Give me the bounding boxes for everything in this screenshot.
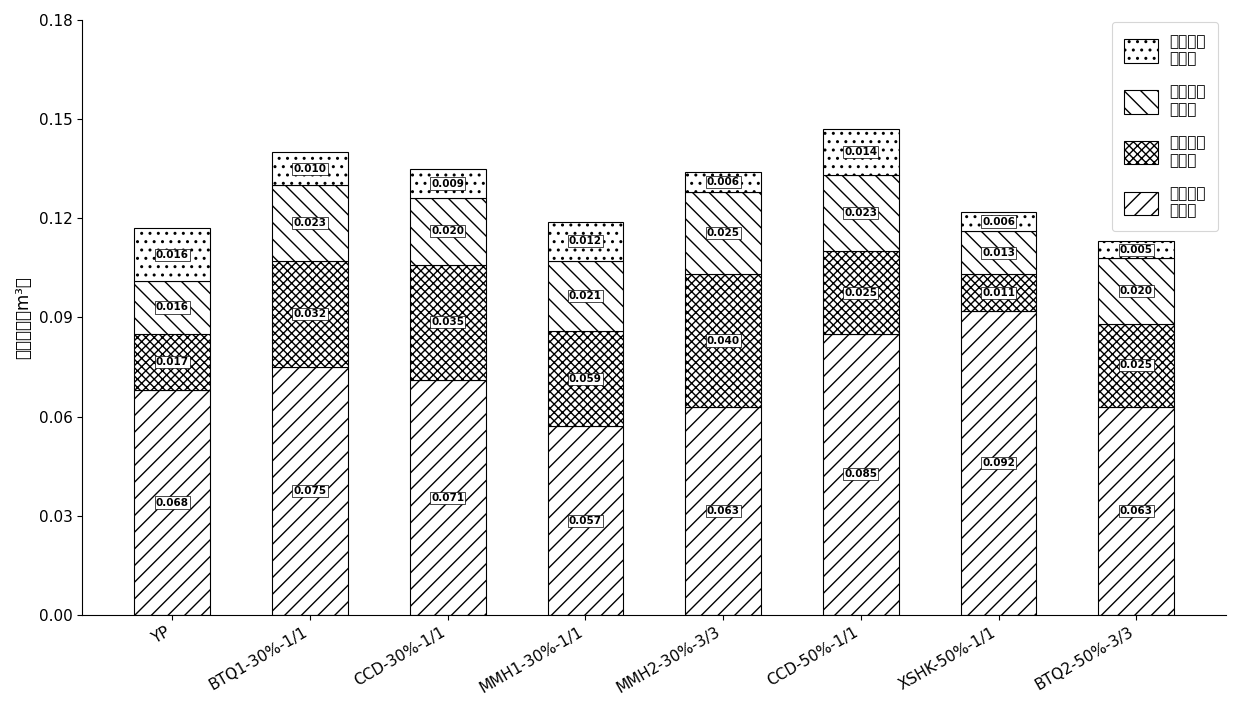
Bar [134, 228, 210, 281]
Text: 0.020: 0.020 [1120, 286, 1153, 296]
Text: 0.035: 0.035 [432, 317, 464, 327]
Text: 0.006: 0.006 [707, 177, 739, 187]
Text: 0.016: 0.016 [156, 302, 188, 312]
Bar [272, 152, 348, 185]
Y-axis label: 单株材积（m³）: 单株材积（m³） [14, 276, 32, 359]
Bar [272, 261, 348, 367]
Legend: 第三年材
积增量, 第二年材
积增量, 第一年材
积增量, 伐后单株
材积量: 第三年材 积增量, 第二年材 积增量, 第一年材 积增量, 伐后单株 材积量 [1112, 21, 1219, 231]
Text: 0.016: 0.016 [156, 250, 188, 260]
Text: 0.005: 0.005 [1120, 245, 1153, 255]
Bar [961, 311, 1037, 615]
Bar [134, 390, 210, 615]
Bar [1099, 258, 1174, 324]
Bar [410, 169, 486, 198]
Bar [272, 185, 348, 261]
Text: 0.063: 0.063 [1120, 506, 1153, 515]
Text: 0.009: 0.009 [432, 178, 464, 189]
Text: 0.063: 0.063 [707, 506, 739, 515]
Bar [272, 367, 348, 615]
Bar [686, 275, 761, 407]
Bar [823, 129, 899, 175]
Bar [134, 281, 210, 334]
Text: 0.020: 0.020 [432, 226, 464, 236]
Bar [823, 334, 899, 615]
Text: 0.023: 0.023 [844, 208, 878, 218]
Text: 0.006: 0.006 [982, 217, 1016, 226]
Text: 0.012: 0.012 [569, 236, 601, 246]
Bar [410, 380, 486, 615]
Text: 0.021: 0.021 [569, 291, 601, 301]
Bar [1099, 324, 1174, 407]
Text: 0.032: 0.032 [294, 309, 326, 319]
Bar [548, 261, 624, 331]
Bar [823, 175, 899, 251]
Bar [548, 331, 624, 427]
Text: 0.011: 0.011 [982, 288, 1016, 297]
Bar [548, 222, 624, 261]
Bar [1099, 407, 1174, 615]
Bar [823, 251, 899, 334]
Text: 0.013: 0.013 [982, 248, 1016, 258]
Bar [410, 198, 486, 265]
Text: 0.040: 0.040 [707, 336, 740, 346]
Text: 0.023: 0.023 [294, 218, 326, 228]
Text: 0.025: 0.025 [844, 288, 878, 297]
Bar [410, 265, 486, 380]
Bar [1099, 241, 1174, 258]
Text: 0.085: 0.085 [844, 469, 878, 479]
Bar [686, 172, 761, 192]
Bar [548, 427, 624, 615]
Bar [134, 334, 210, 390]
Text: 0.068: 0.068 [156, 498, 188, 508]
Text: 0.017: 0.017 [156, 357, 188, 367]
Text: 0.025: 0.025 [1120, 361, 1153, 371]
Bar [961, 275, 1037, 311]
Text: 0.057: 0.057 [569, 515, 601, 525]
Text: 0.010: 0.010 [294, 163, 326, 174]
Bar [961, 231, 1037, 275]
Text: 0.071: 0.071 [432, 493, 464, 503]
Bar [961, 212, 1037, 231]
Text: 0.059: 0.059 [569, 373, 601, 383]
Text: 0.014: 0.014 [844, 147, 878, 157]
Bar [686, 407, 761, 615]
Text: 0.092: 0.092 [982, 458, 1016, 468]
Bar [686, 192, 761, 275]
Text: 0.025: 0.025 [707, 228, 739, 238]
Text: 0.075: 0.075 [294, 486, 326, 496]
